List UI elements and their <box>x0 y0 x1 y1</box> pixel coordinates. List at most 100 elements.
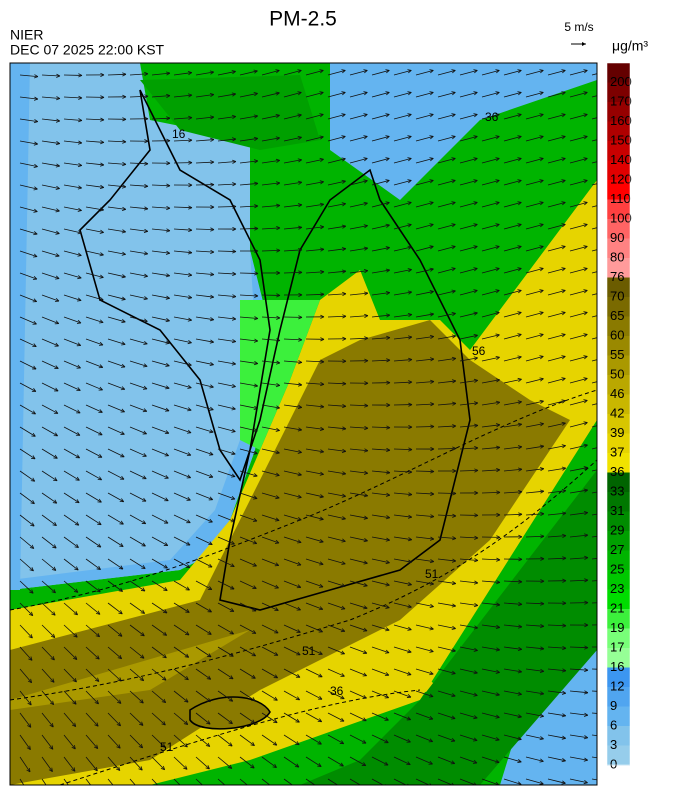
wind-arrow-head <box>49 700 55 706</box>
wind-arrow-head <box>232 249 237 254</box>
wind-arrow <box>415 602 434 608</box>
wind-arrow <box>437 712 456 719</box>
wind-arrow <box>327 448 346 452</box>
wind-arrow-head <box>141 565 146 569</box>
wind-arrow-head <box>33 141 38 146</box>
wind-arrow-head <box>517 135 522 140</box>
contour <box>10 459 597 701</box>
wind-arrow-head <box>99 274 104 279</box>
wind-arrow-head <box>275 69 280 74</box>
wind-arrow <box>41 712 54 728</box>
wind-arrow-head <box>100 72 105 77</box>
wind-arrow <box>239 183 258 186</box>
wind-arrow <box>525 490 544 494</box>
wind-arrow <box>151 668 167 681</box>
wind-arrow-head <box>473 580 479 585</box>
wind-arrow <box>327 492 346 497</box>
wind-arrow-head <box>26 745 31 751</box>
wind-arrow-head <box>540 556 545 561</box>
wind-arrow <box>371 269 390 274</box>
wind-arrow-head <box>231 316 237 321</box>
wind-arrow <box>63 228 82 234</box>
wind-arrow-head <box>539 444 545 449</box>
colorbar-label: 140 <box>610 152 632 167</box>
wind-arrow <box>195 316 214 321</box>
wind-arrow <box>129 778 136 785</box>
wind-arrow-head <box>406 694 412 698</box>
wind-arrow-head <box>116 721 121 727</box>
wind-arrow-head <box>385 113 390 118</box>
wind-arrow-head <box>474 468 479 473</box>
wind-arrow-head <box>54 365 59 369</box>
wind-arrow-head <box>116 744 121 749</box>
colorbar-swatch <box>607 511 630 532</box>
wind-arrow <box>327 514 346 520</box>
wind-arrow <box>525 624 544 627</box>
wind-arrow <box>371 580 390 586</box>
wind-arrow <box>459 734 478 741</box>
wind-arrow <box>305 136 324 142</box>
title: PM-2.5 <box>269 8 337 31</box>
wind-arrow-head <box>495 201 500 206</box>
wind-arrow <box>591 139 597 142</box>
wind-arrow <box>107 470 125 480</box>
wind-arrow-head <box>295 741 300 746</box>
wind-arrow-head <box>561 311 566 316</box>
wind-arrow <box>239 514 258 522</box>
wind-arrow-head <box>165 71 171 76</box>
wind-arrow <box>63 492 80 504</box>
wind-arrow-head <box>78 118 83 123</box>
wind-arrow-head <box>94 699 99 705</box>
wind-arrow <box>437 580 456 584</box>
wind-arrow-head <box>340 673 345 677</box>
wind-arrow-head <box>54 320 60 325</box>
wind-arrow <box>283 668 301 678</box>
wind-arrow-head <box>184 698 189 703</box>
wind-arrow-head <box>49 790 52 794</box>
wind-arrow <box>85 250 104 256</box>
wind-arrow <box>371 179 390 186</box>
wind-arrow <box>503 401 522 406</box>
wind-arrow <box>283 426 302 431</box>
wind-arrow <box>261 114 280 120</box>
wind-arrow <box>371 337 390 340</box>
wind-arrow <box>41 206 60 212</box>
wind-arrow-head <box>210 160 215 165</box>
wind-arrow <box>305 558 324 565</box>
wind-arrow-head <box>517 311 522 316</box>
wind-arrow-head <box>209 406 214 411</box>
wind-arrow <box>481 712 500 718</box>
wind-arrow <box>437 558 456 562</box>
wind-arrow-head <box>385 268 390 273</box>
wind-arrow-head <box>341 179 346 184</box>
wind-arrow-head <box>539 223 544 228</box>
wind-arrow-head <box>342 359 347 364</box>
wind-arrow <box>239 580 257 589</box>
wind-arrow <box>547 135 566 142</box>
wind-arrow-head <box>407 245 412 250</box>
wind-arrow <box>239 536 257 544</box>
wind-arrow <box>503 223 522 230</box>
wind-arrow-head <box>385 582 390 587</box>
wind-arrow <box>525 535 545 538</box>
colorbar-label: 70 <box>610 288 624 303</box>
wind-arrow-head <box>138 766 143 771</box>
wind-arrow <box>151 492 169 502</box>
wind-arrow <box>217 382 236 388</box>
wind-arrow <box>107 514 124 525</box>
wind-arrow-head <box>517 758 522 763</box>
wind-arrow <box>283 159 302 164</box>
wind-arrow-head <box>364 358 369 363</box>
wind-arrow <box>349 225 368 230</box>
wind-arrow <box>415 91 434 98</box>
wind-arrow <box>305 113 324 120</box>
wind-arrow <box>41 778 47 785</box>
wind-arrow <box>283 734 300 746</box>
wind-arrow-head <box>583 91 588 96</box>
wind-arrow <box>547 422 566 428</box>
wind-arrow-head <box>429 91 434 96</box>
wind-arrow <box>459 267 478 274</box>
wind-arrow <box>85 162 104 166</box>
wind-arrow-head <box>51 566 57 571</box>
wind-arrow-head <box>429 626 434 631</box>
